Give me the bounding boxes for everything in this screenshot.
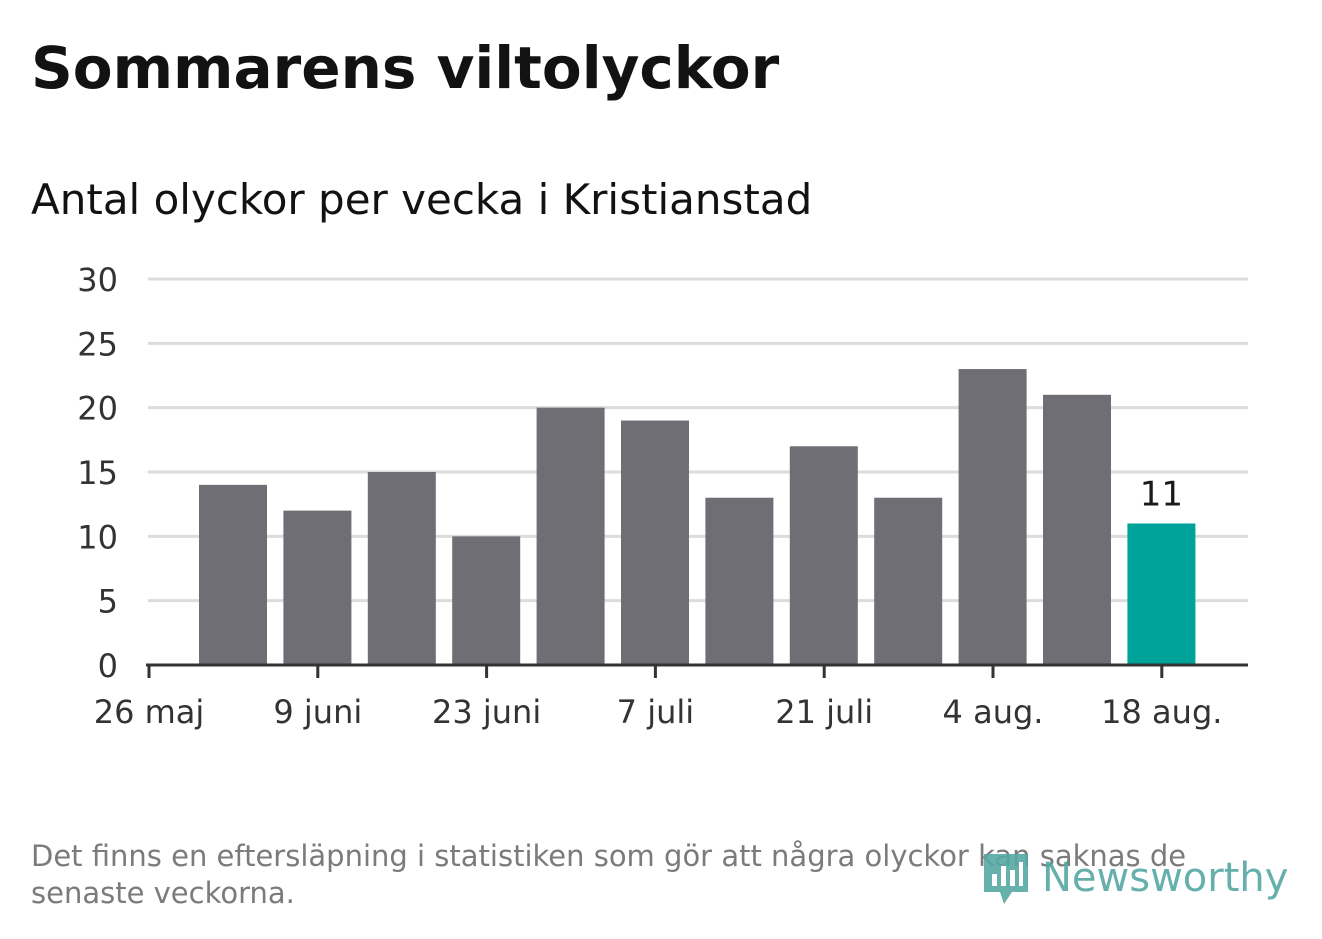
bar-2024-07-08 [705,497,774,665]
y-tick-label-30: 30 [77,261,118,299]
chart-title: Sommarens viltolyckor [31,34,780,102]
newsworthy-logo: Newsworthy [980,846,1288,910]
bar-2024-07-22 [874,497,943,665]
data-label-2024-08-12: 11 [1140,474,1183,514]
y-tick-label-10: 10 [77,518,118,556]
y-tick-label-0: 0 [98,647,118,685]
x-tick-label-5: 4 aug. [943,693,1044,731]
newsworthy-logo-text: Newsworthy [1042,855,1289,901]
x-tick-label-0: 26 maj [94,693,205,731]
bar-2024-07-01 [621,420,689,665]
y-tick-label-5: 5 [98,583,118,621]
bar-2024-06-03 [283,510,352,665]
y-tick-label-15: 15 [77,454,118,492]
y-tick-label-25: 25 [77,325,118,363]
bar-2024-07-29 [958,369,1027,665]
bar-2024-08-12 [1127,523,1196,665]
x-tick-label-1: 9 juni [273,693,362,731]
x-tick-label-2: 23 juni [432,693,541,731]
x-tick-label-3: 7 juli [617,693,694,731]
y-axis-ticks: 0 5 10 15 20 25 30 [77,261,118,685]
bar-2024-06-10 [367,472,436,665]
bar-2024-06-17 [452,536,521,665]
bar-2024-08-05 [1043,394,1111,665]
chart-subtitle: Antal olyckor per vecka i Kristianstad [31,175,813,224]
x-tick-label-6: 18 aug. [1101,693,1222,731]
y-tick-label-20: 20 [77,390,118,428]
newsworthy-logo-icon [984,854,1028,904]
bar-2024-06-24 [536,407,605,665]
bars [199,369,1196,665]
data-labels: 11 [1140,474,1183,514]
x-axis-ticks: 26 maj 9 juni 23 juni 7 juli 21 juli 4 aug. 18… [94,665,1222,731]
x-tick-label-4: 21 juli [775,693,873,731]
bar-2024-05-27 [199,484,267,665]
bar-2024-07-15 [789,446,858,665]
